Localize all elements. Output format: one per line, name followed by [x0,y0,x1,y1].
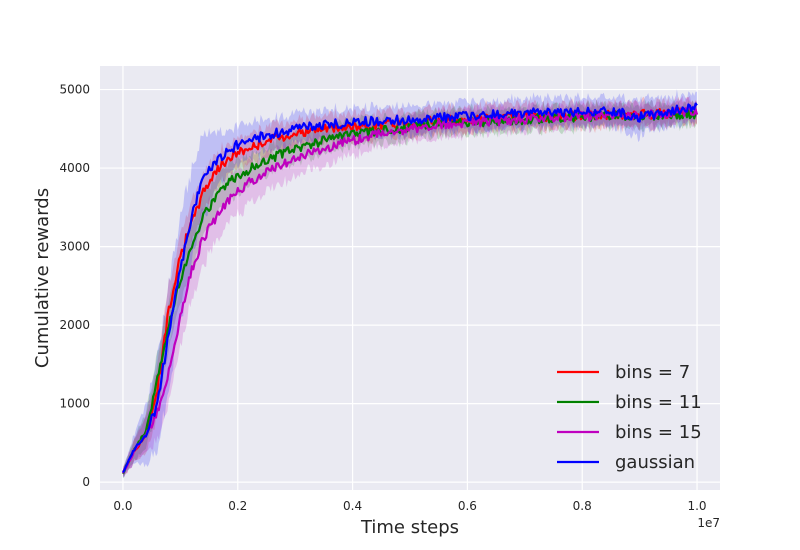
series-lines [121,102,699,475]
x-axis-label: Time steps [360,517,459,538]
series-line [121,106,699,474]
y-tick-label: 1000 [59,397,90,411]
series-bands [123,89,697,479]
x-tick-label: 0.4 [343,499,362,513]
y-tick-label: 3000 [59,240,90,254]
x-tick-label: 0.6 [458,499,477,513]
x-tick-label: 0.0 [113,499,132,513]
x-tick-label: 0.8 [573,499,592,513]
legend-label: bins = 11 [615,392,702,413]
x-axis-ticks: 0.0 0.2 0.4 0.6 0.8 1.0 [113,499,706,513]
y-axis-ticks: 0 1000 2000 3000 4000 5000 [59,83,90,490]
x-axis-offset-label: 1e7 [697,516,720,530]
y-tick-label: 0 [82,475,90,489]
series-line [122,102,698,473]
legend-label: gaussian [615,452,695,473]
grid [100,66,720,490]
legend: bins = 7 bins = 11 bins = 15 gaussian [557,362,702,473]
x-tick-label: 0.2 [228,499,247,513]
y-tick-label: 4000 [59,161,90,175]
legend-label: bins = 15 [615,422,702,443]
series-band [123,89,697,478]
y-axis-label: Cumulative rewards [32,188,53,368]
plot-background [100,66,720,490]
legend-label: bins = 7 [615,362,690,383]
y-tick-label: 2000 [59,318,90,332]
x-tick-label: 1.0 [687,499,706,513]
y-tick-label: 5000 [59,83,90,97]
